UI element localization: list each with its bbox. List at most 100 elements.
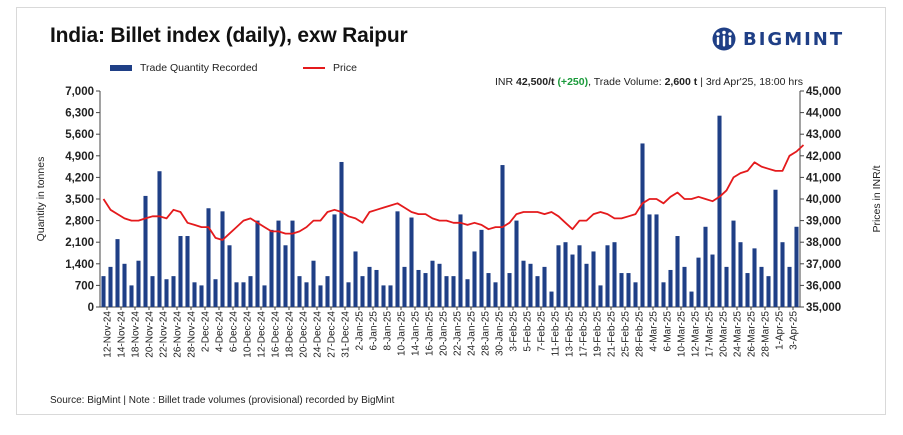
x-tick-label: 16-Jan-25 (425, 311, 436, 356)
quantity-bar (108, 266, 113, 307)
x-tick-label: 12-Mar-25 (691, 311, 702, 358)
x-tick-label: 28-Feb-25 (635, 311, 646, 358)
x-tick-label: 28-Mar-25 (761, 311, 772, 358)
x-tick-label: 6-Jan-25 (369, 311, 380, 351)
info-volume-label: Trade Volume: (593, 76, 662, 88)
y-left-tick-label: 700 (75, 280, 94, 292)
info-change: (+250) (557, 76, 589, 88)
quantity-bar (556, 245, 561, 307)
quantity-bar (388, 285, 393, 307)
quantity-bar (325, 276, 330, 307)
quantity-bar (185, 236, 190, 307)
quantity-bar (766, 276, 771, 307)
quantity-bar (507, 273, 512, 307)
legend-line-swatch (303, 67, 325, 69)
x-tick-label: 18-Nov-24 (131, 311, 142, 358)
quantity-bar (402, 266, 407, 307)
x-tick-label: 4-Dec-24 (215, 311, 226, 353)
quantity-bar (374, 269, 379, 307)
quantity-bar (745, 273, 750, 307)
x-tick-label: 30-Jan-25 (495, 311, 506, 356)
quantity-bar (164, 279, 169, 307)
quantity-bar (409, 217, 414, 307)
brand-logo: BIGMINT (711, 27, 844, 51)
legend-line-label: Price (333, 62, 357, 74)
x-tick-label: 3-Apr-25 (789, 311, 800, 350)
quantity-bar (563, 242, 568, 307)
y-left-tick-label: 2,100 (65, 237, 94, 249)
quantity-bar (605, 245, 610, 307)
quantity-bar (290, 220, 295, 307)
x-tick-label: 24-Jan-25 (467, 311, 478, 356)
x-tick-label: 26-Mar-25 (747, 311, 758, 358)
quantity-bar (661, 282, 666, 307)
quantity-bar (640, 143, 645, 307)
quantity-bar (780, 242, 785, 307)
chart-title: India: Billet index (daily), exw Raipur (50, 24, 408, 47)
quantity-bar (458, 214, 463, 307)
quantity-bar (297, 276, 302, 307)
x-tick-label: 31-Dec-24 (341, 311, 352, 358)
y-right-tick-label: 35,000 (806, 302, 841, 314)
quantity-bar (346, 282, 351, 307)
quantity-bar (668, 269, 673, 307)
quantity-bar (717, 115, 722, 307)
quantity-bar (423, 273, 428, 307)
quantity-bar (752, 248, 757, 307)
quantity-bar (122, 263, 127, 307)
info-currency: INR (494, 76, 514, 88)
quantity-bar (493, 282, 498, 307)
quantity-bar (255, 220, 260, 307)
y-right-tick-label: 36,000 (806, 280, 841, 292)
x-tick-label: 10-Dec-24 (243, 311, 254, 358)
y-left-tick-label: 0 (88, 302, 94, 314)
quantity-bar (437, 263, 442, 307)
x-tick-label: 12-Dec-24 (257, 311, 268, 358)
y-right-tick-label: 40,000 (806, 194, 841, 206)
quantity-bar (304, 282, 309, 307)
y-right-tick-label: 42,000 (806, 151, 841, 163)
x-tick-label: 25-Feb-25 (621, 311, 632, 358)
y-right-tick-label: 43,000 (806, 129, 841, 141)
quantity-bar (724, 266, 729, 307)
quantity-bar (143, 195, 148, 307)
x-tick-label: 22-Jan-25 (453, 311, 464, 356)
x-tick-label: 16-Dec-24 (271, 311, 282, 358)
quantity-bar (570, 254, 575, 307)
legend-bar-entry: Trade Quantity Recorded (110, 62, 258, 74)
quantity-bar (591, 251, 596, 307)
quantity-bar (318, 285, 323, 307)
x-tick-label: 20-Dec-24 (299, 311, 310, 358)
x-tick-label: 3-Feb-25 (509, 311, 520, 352)
quantity-bar (248, 276, 253, 307)
quantity-bar (654, 214, 659, 307)
y-left-tick-label: 3,500 (65, 194, 94, 206)
quantity-bar (787, 266, 792, 307)
price-info: INR 42,500/t (+250), Trade Volume: 2,600… (494, 76, 803, 88)
x-tick-label: 1-Apr-25 (775, 311, 786, 350)
x-tick-label: 13-Feb-25 (565, 311, 576, 358)
x-tick-label: 14-Jan-25 (411, 311, 422, 356)
quantity-bar (157, 171, 162, 307)
quantity-bar (136, 260, 141, 307)
quantity-bar (339, 161, 344, 307)
quantity-bar (367, 266, 372, 307)
quantity-bar (332, 214, 337, 307)
quantity-bar (360, 276, 365, 307)
legend-bar-label: Trade Quantity Recorded (140, 62, 258, 74)
brand-name: BIGMINT (743, 28, 845, 50)
quantity-bar (535, 276, 540, 307)
y-left-tick-label: 7,000 (65, 86, 94, 98)
x-tick-label: 24-Mar-25 (733, 311, 744, 358)
x-tick-label: 11-Feb-25 (551, 311, 562, 357)
quantity-bar (598, 285, 603, 307)
quantity-bar (353, 251, 358, 307)
quantity-bar (444, 276, 449, 307)
y-right-tick-label: 41,000 (806, 172, 841, 184)
price-line (102, 144, 805, 241)
x-tick-label: 12-Nov-24 (103, 311, 114, 358)
quantity-bar (178, 236, 183, 307)
x-tick-label: 19-Feb-25 (593, 311, 604, 358)
info-volume: 2,600 t (664, 76, 698, 88)
x-tick-label: 20-Nov-24 (145, 311, 156, 358)
